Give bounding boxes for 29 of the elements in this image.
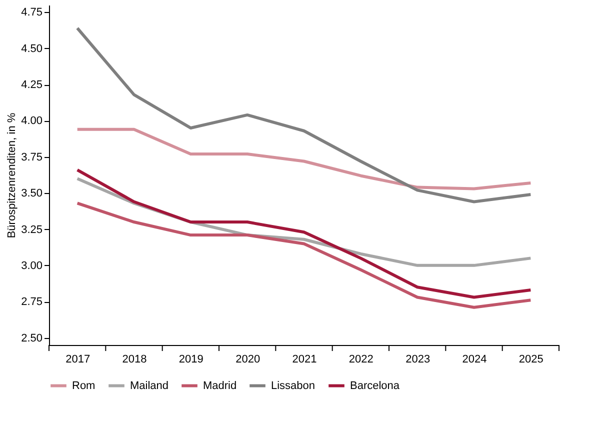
y-tick-label: 2.75 [21,296,42,308]
y-tick-label: 2.50 [21,332,42,344]
x-tick-label: 2023 [406,354,430,366]
y-axis-title: Bürospitzenrenditen, in % [6,112,18,238]
legend-label: Madrid [203,380,237,392]
y-tick-label: 4.00 [21,115,42,128]
y-tick-label: 3.50 [21,188,42,200]
legend-label: Rom [72,380,96,392]
legend-label: Barcelona [350,380,400,392]
x-tick-label: 2018 [122,354,147,366]
x-tick-label: 2024 [462,354,487,366]
x-tick-label: 2022 [348,354,374,366]
line-series [76,168,532,299]
y-tick-label: 3.00 [21,260,42,272]
x-tick-label: 2021 [292,354,317,366]
y-tick-label: 3.25 [21,224,42,236]
y-tick-label: 3.75 [21,151,42,164]
y-tick-label: 4.75 [21,6,42,19]
x-tick-label: 2020 [236,354,260,366]
line-series [76,128,532,190]
y-tick-label: 4.25 [21,79,42,92]
y-tick-label: 4.50 [21,42,42,55]
x-tick-label: 2019 [178,354,204,366]
x-tick-label: 2017 [66,354,90,366]
line-series [76,202,532,309]
legend-label: Lissabon [271,380,316,392]
line-series [76,26,532,204]
legend-label: Mailand [130,380,169,392]
x-tick-label: 2025 [518,354,544,366]
